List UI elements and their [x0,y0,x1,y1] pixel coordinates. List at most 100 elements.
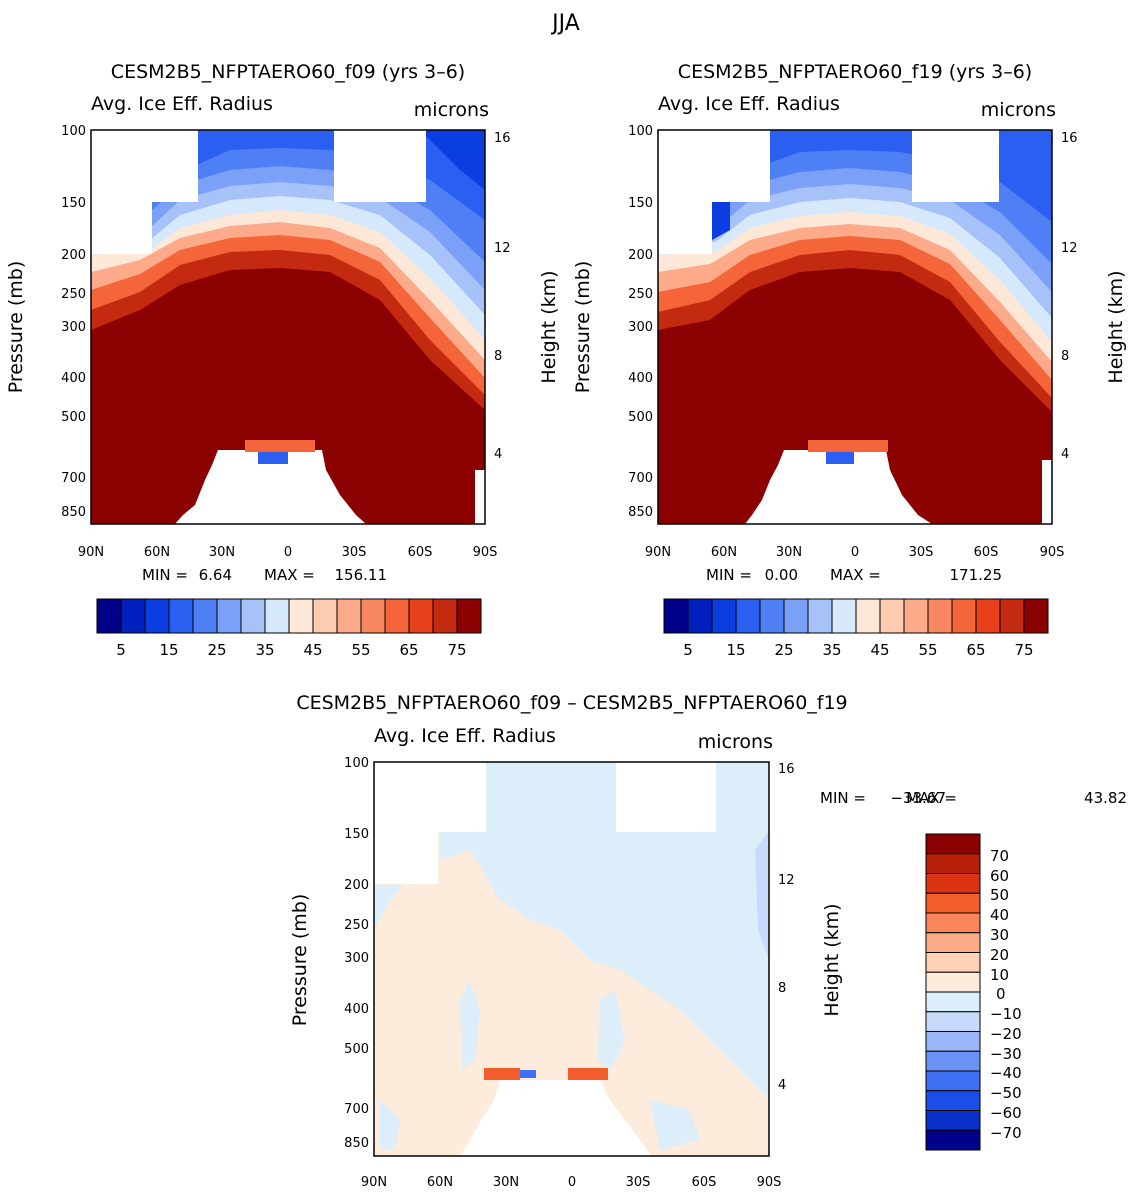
y-tick: 250 [344,918,369,933]
colorbar-swatch [735,598,761,634]
colorbar-swatch [925,1050,981,1072]
min-label: MIN = [142,566,188,584]
y-tick: 400 [628,371,653,386]
colorbar-swatch [312,598,338,634]
cbar-label: −10 [990,1005,1022,1023]
panel-a-y-axis: 100 150 200 250 300 400 500 700 850 [61,124,86,520]
cbar-label: 25 [207,641,226,659]
cbar-label: 75 [447,641,466,659]
min-label: MIN = [706,566,752,584]
colorbar-swatch [759,598,785,634]
y-tick: 200 [61,248,86,263]
min-label: MIN = [820,789,866,807]
colorbar-swatch [925,971,981,993]
colorbar-swatch [925,873,981,894]
cbar-label: 70 [990,847,1009,865]
panel-b-title: CESM2B5_NFPTAERO60_f19 (yrs 3–6) [678,61,1032,83]
cbar-label: 5 [683,641,693,659]
colorbar-swatch [831,598,857,634]
min-value: 0.00 [765,566,798,584]
colorbar-swatch [925,1070,981,1092]
y2-tick: 12 [1061,241,1078,256]
colorbar-swatch [925,952,981,973]
max-label: MAX = [906,789,957,807]
max-label: MAX = [830,566,881,584]
y-tick: 150 [61,196,86,211]
panel-c-y-axis: 100 150 200 250 300 400 500 700 850 [344,756,369,1151]
colorbar-swatch [855,598,881,634]
y-tick: 850 [344,1136,369,1151]
y-tick: 850 [61,505,86,520]
panel-b-colorbar [663,598,1049,634]
x-tick: 90N [645,545,671,560]
colorbar-swatch [925,1129,981,1151]
cbar-label: 20 [990,946,1009,964]
panel-b-y2-axis: 16 12 8 4 [1061,131,1078,462]
panel-c-colorbar-labels: 70 60 50 40 30 20 10 0 −10 −20 −30 −40 −… [990,847,1022,1142]
colorbar-swatch [216,598,242,634]
y-tick: 300 [628,320,653,335]
y-tick: 150 [344,827,369,842]
colorbar-swatch [927,598,953,634]
colorbar-swatch [925,892,981,914]
colorbar-swatch [925,1011,981,1032]
y2-tick: 8 [494,349,502,364]
colorbar-swatch [384,598,410,634]
cbar-label: 0 [996,985,1006,1003]
max-label: MAX = [264,566,315,584]
panel-c-minmax-values: −33.67 43.82 [890,789,1127,807]
colorbar-swatch [903,598,929,634]
colorbar-swatch [879,598,905,634]
x-tick: 90S [1040,545,1065,560]
cbar-label: 65 [966,641,985,659]
y-tick: 150 [628,196,653,211]
panel-difference: CESM2B5_NFPTAERO60_f09 – CESM2B5_NFPTAER… [289,692,1127,1190]
y2-tick: 16 [1061,131,1078,146]
y-tick: 700 [628,471,653,486]
panel-a-colorbar-labels: 5 15 25 35 45 55 65 75 [116,641,466,659]
panel-a-title: CESM2B5_NFPTAERO60_f09 (yrs 3–6) [111,61,465,83]
colorbar-swatch [951,598,977,634]
cbar-label: 30 [990,926,1009,944]
y-tick: 400 [344,1002,369,1017]
colorbar-swatch [975,598,1001,634]
cbar-label: 35 [255,641,274,659]
cbar-label: 40 [990,906,1009,924]
y-tick: 700 [61,471,86,486]
cbar-label: 55 [918,641,937,659]
y2-tick: 12 [778,873,795,888]
x-tick: 60N [427,1175,453,1190]
cbar-label: 45 [870,641,889,659]
colorbar-swatch [783,598,809,634]
panel-c-x-axis: 90N 60N 30N 0 30S 60S 90S [361,1175,782,1190]
panel-c-variable: Avg. Ice Eff. Radius [374,725,556,747]
y-tick: 300 [344,951,369,966]
colorbar-swatch [336,598,362,634]
cbar-label: −50 [990,1084,1022,1102]
panel-f09: CESM2B5_NFPTAERO60_f09 (yrs 3–6) Avg. Ic… [5,61,560,659]
x-tick: 30S [342,545,367,560]
x-tick: 90N [78,545,104,560]
panel-b-ylabel-right: Height (km) [1105,270,1127,383]
y-tick: 200 [344,878,369,893]
y2-tick: 8 [778,981,786,996]
colorbar-swatch [925,991,981,1013]
colorbar-swatch [144,598,170,634]
colorbar-swatch [925,932,981,953]
colorbar-swatch [925,1090,981,1111]
panel-b-y-axis: 100 150 200 250 300 400 500 700 850 [628,124,653,520]
y2-tick: 16 [778,762,795,777]
y-tick: 100 [628,124,653,139]
y2-tick: 4 [494,447,502,462]
x-tick: 90S [757,1175,782,1190]
y-tick: 400 [61,371,86,386]
panel-c-colorbar [925,833,981,1151]
y-tick: 300 [61,320,86,335]
colorbar-swatch [1023,598,1049,634]
cbar-label: −30 [990,1045,1022,1063]
figure-title: JJA [550,11,580,36]
cbar-label: −40 [990,1064,1022,1082]
panel-a-colorbar [96,598,482,634]
cbar-label: 45 [303,641,322,659]
cbar-label: 60 [990,867,1009,885]
